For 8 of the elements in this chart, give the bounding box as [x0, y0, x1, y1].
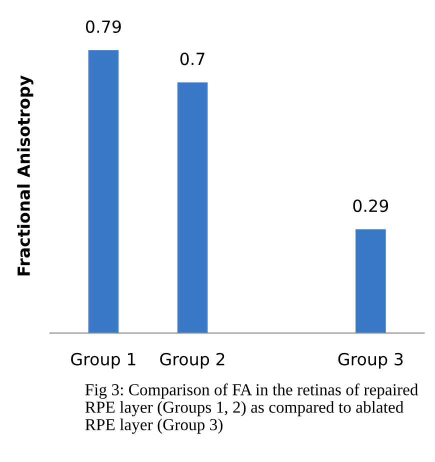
x-tick-label: Group 2	[160, 352, 224, 369]
data-label: 0.7	[180, 52, 204, 66]
caption: Fig 3: Comparison of FA in the retinas of repaired RPE layer (Groups 1, 2) as compared to ablated RPE layer (Group 3)	[85, 383, 418, 434]
x-tick-label: Group 3	[338, 352, 403, 369]
y-axis-title: Fractional Anisotropy	[17, 75, 34, 276]
data-label: 0.79	[86, 20, 121, 33]
x-tick-label: Group 1	[71, 352, 136, 369]
data-label: 0.29	[353, 199, 388, 212]
